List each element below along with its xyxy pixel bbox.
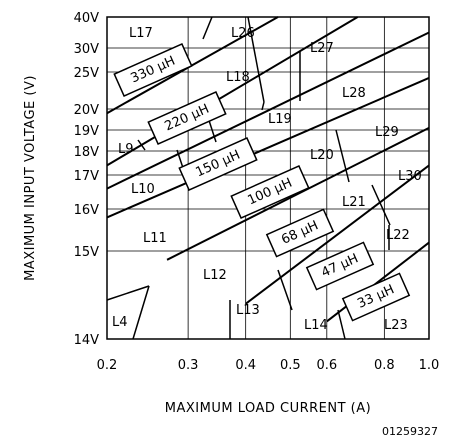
y-tick-labels: 14V 15V 16V 17V 18V 19V 20V 25V 30V 40V — [74, 11, 100, 348]
label-68uh: 68 µH — [265, 208, 335, 258]
x-tick-label: 0.8 — [374, 358, 395, 373]
x-tick-label: 0.3 — [178, 358, 199, 373]
region-label-l18: L18 — [226, 70, 250, 85]
x-tick-label: 0.5 — [280, 358, 301, 373]
boundary-line — [277, 269, 293, 311]
y-tick-label: 14V — [74, 333, 100, 348]
y-tick-label: 40V — [74, 11, 100, 26]
region-label-l22: L22 — [386, 228, 410, 243]
label-box — [265, 208, 335, 258]
y-axis-title: MAXIMUM INPUT VOLTAGE (V) — [23, 75, 38, 281]
y-tick-label: 19V — [74, 124, 100, 139]
region-label-l13: L13 — [236, 303, 260, 318]
inductance-line — [106, 77, 430, 219]
region-label-l27: L27 — [310, 41, 334, 56]
inductance-labels: 330 µH 220 µH 150 µH 100 µH 68 µH 47 µH … — [113, 42, 411, 322]
boundary-line — [202, 16, 213, 40]
region-label-l21: L21 — [342, 195, 366, 210]
boundary-line — [371, 184, 391, 226]
boundary-line — [337, 309, 346, 340]
boundary-line — [132, 285, 150, 340]
region-label-l12: L12 — [203, 268, 227, 283]
plot-frame — [106, 16, 430, 340]
boundary-line — [335, 129, 350, 183]
label-100uh: 100 µH — [230, 164, 310, 220]
y-tick-label: 15V — [74, 245, 100, 260]
region-label-l30: L30 — [398, 169, 422, 184]
label-box — [341, 272, 411, 322]
x-tick-labels: 0.2 0.3 0.4 0.5 0.6 0.8 1.0 — [97, 358, 440, 373]
region-label-l29: L29 — [375, 125, 399, 140]
inductance-line — [106, 16, 279, 115]
inductance-line — [326, 241, 430, 323]
region-label-l9: L9 — [118, 142, 134, 157]
label-box — [178, 136, 258, 192]
label-box — [305, 241, 375, 291]
region-label-l28: L28 — [342, 86, 366, 101]
region-labels: L17 L26 L27 L18 L28 L19 L29 L9 L20 L30 L… — [112, 26, 422, 333]
inductance-line — [245, 164, 430, 305]
region-label-l26: L26 — [231, 26, 255, 41]
figure-id: 01259327 — [382, 425, 438, 438]
x-tick-label: 0.4 — [235, 358, 256, 373]
label-box — [147, 90, 227, 146]
y-tick-label: 16V — [74, 203, 100, 218]
region-label-l20: L20 — [310, 148, 334, 163]
y-tick-label: 20V — [74, 103, 100, 118]
region-label-l4: L4 — [112, 315, 128, 330]
inductance-line — [106, 16, 359, 167]
region-label-l17: L17 — [129, 26, 153, 41]
y-tick-label: 17V — [74, 169, 100, 184]
x-tick-label: 0.2 — [97, 358, 118, 373]
region-label-l23: L23 — [384, 318, 408, 333]
region-label-l14: L14 — [304, 318, 328, 333]
y-tick-label: 18V — [74, 145, 100, 160]
inductance-line — [106, 31, 430, 190]
y-tick-label: 30V — [74, 42, 100, 57]
label-box — [230, 164, 310, 220]
boundary-line — [247, 16, 265, 103]
x-tick-label: 1.0 — [419, 358, 440, 373]
inductance-line — [166, 127, 430, 261]
inductance-lines — [106, 16, 430, 323]
x-axis-title: MAXIMUM LOAD CURRENT (A) — [165, 401, 371, 416]
region-label-l11: L11 — [143, 231, 167, 246]
boundary-line — [261, 101, 265, 111]
x-tick-label: 0.6 — [316, 358, 337, 373]
label-box — [113, 42, 193, 98]
label-33uh: 33 µH — [341, 272, 411, 322]
label-150uh: 150 µH — [178, 136, 258, 192]
region-label-l10: L10 — [131, 182, 155, 197]
y-tick-label: 25V — [74, 66, 100, 81]
boundary-line — [106, 285, 150, 301]
region-label-l19: L19 — [268, 112, 292, 127]
